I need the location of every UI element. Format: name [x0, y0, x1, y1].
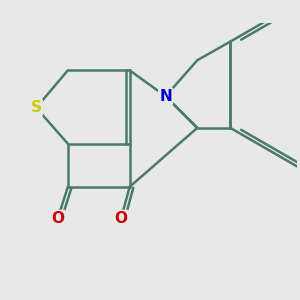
- Text: S: S: [31, 100, 42, 115]
- Text: O: O: [115, 211, 128, 226]
- Text: N: N: [159, 89, 172, 104]
- Text: O: O: [51, 211, 64, 226]
